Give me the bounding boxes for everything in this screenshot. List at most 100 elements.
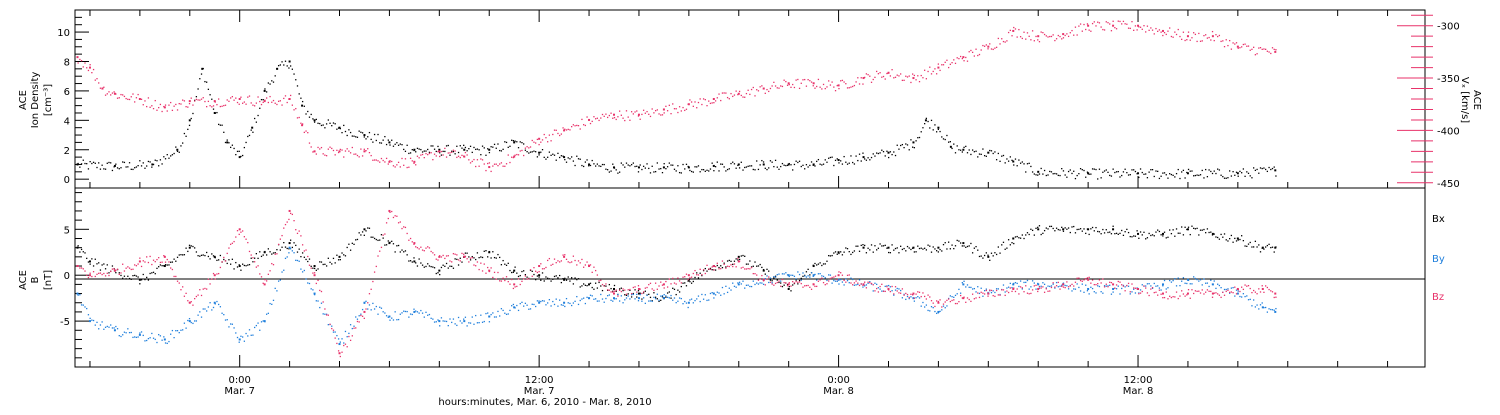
trace-dot-Bx: [569, 280, 571, 282]
trace-dot-series-1: [654, 109, 657, 112]
data-point-series-1-43: [1087, 24, 1090, 27]
trace-dot-series-0: [523, 143, 525, 145]
trace-dot-By: [1251, 305, 1253, 307]
trace-dot-Bz: [870, 282, 873, 285]
trace-dot-Bz: [1076, 277, 1078, 279]
trace-dot-Bx: [720, 265, 722, 267]
trace-dot-By: [375, 305, 377, 308]
trace-dot-series-1: [689, 99, 691, 101]
trace-dot-Bx: [226, 262, 228, 265]
trace-dot-Bx: [1055, 227, 1058, 229]
trace-dot-Bz: [1054, 286, 1056, 288]
trace-dot-Bz: [1210, 290, 1212, 293]
trace-dot-Bx: [1006, 247, 1008, 249]
trace-dot-Bz: [433, 254, 436, 256]
trace-dot-Bz: [1218, 294, 1221, 296]
trace-dot-series-0: [925, 117, 928, 120]
trace-dot-series-1: [888, 71, 890, 74]
trace-dot-By: [651, 300, 653, 303]
trace-dot-Bz: [492, 276, 494, 279]
trace-dot-Bx: [1052, 227, 1054, 230]
trace-dot-Bx: [723, 262, 725, 264]
trace-dot-Bz: [540, 263, 542, 265]
trace-dot-series-0: [973, 151, 975, 153]
trace-dot-Bz: [110, 270, 112, 273]
trace-dot-Bx: [1174, 235, 1176, 237]
trace-dot-Bz: [1211, 296, 1214, 298]
trace-dot-By: [397, 318, 400, 321]
trace-dot-Bz: [900, 292, 902, 294]
trace-dot-series-1: [499, 163, 501, 165]
trace-dot-series-1: [409, 157, 412, 159]
trace-dot-Bx: [687, 280, 689, 282]
trace-dot-Bx: [493, 256, 496, 259]
trace-dot-series-1: [913, 74, 916, 77]
data-point-series-0-21: [488, 148, 491, 151]
trace-dot-Bx: [139, 283, 141, 285]
trace-dot-Bz: [1253, 289, 1255, 292]
trace-dot-series-0: [846, 163, 849, 165]
top-left-axis-title: ACE Ion Density [cm⁻³]: [18, 72, 54, 129]
trace-dot-series-0: [625, 162, 628, 164]
trace-dot-Bz: [1081, 280, 1083, 282]
trace-dot-series-0: [526, 151, 528, 153]
trace-dot-By: [80, 304, 83, 306]
trace-dot-By: [315, 300, 317, 302]
trace-dot-Bx: [821, 264, 823, 267]
data-point-series-0-31: [737, 163, 740, 166]
trace-dot-By: [495, 316, 497, 318]
trace-dot-Bx: [989, 259, 991, 261]
x-tick-label-time: 0:00: [827, 375, 849, 386]
trace-dot-Bx: [1050, 225, 1053, 228]
trace-dot-series-0: [1249, 175, 1251, 177]
trace-dot-series-0: [1073, 170, 1075, 172]
trace-dot-By: [629, 298, 631, 300]
trace-dot-By: [252, 334, 254, 336]
trace-dot-Bz: [1131, 283, 1133, 285]
trace-dot-By: [649, 300, 652, 302]
trace-dot-Bx: [1062, 230, 1065, 232]
trace-dot-series-0: [156, 160, 158, 162]
trace-dot-series-1: [699, 98, 701, 100]
trace-dot-Bz: [1220, 296, 1222, 299]
trace-dot-series-0: [1270, 168, 1272, 171]
trace-dot-Bx: [689, 281, 691, 283]
trace-dot-Bx: [1175, 228, 1178, 230]
trace-dot-Bz: [139, 257, 141, 259]
trace-dot-Bz: [216, 273, 218, 275]
trace-dot-series-0: [173, 152, 175, 155]
data-point-series-1-41: [1037, 35, 1040, 38]
trace-dot-Bx: [579, 286, 581, 288]
trace-dot-Bx: [257, 257, 259, 260]
trace-dot-series-1: [89, 64, 91, 66]
trace-dot-series-1: [216, 103, 218, 106]
trace-dot-series-1: [289, 94, 292, 97]
trace-dot-Bx: [1007, 239, 1010, 241]
trace-dot-Bz: [800, 282, 802, 285]
trace-dot-By: [617, 293, 619, 296]
trace-dot-series-0: [483, 147, 485, 149]
trace-dot-Bz: [427, 246, 429, 248]
trace-dot-Bx: [819, 262, 821, 264]
trace-dot-series-0: [809, 164, 811, 167]
trace-dot-By: [622, 302, 624, 304]
trace-dot-series-1: [747, 89, 749, 91]
vx-tick-label: -400: [1437, 126, 1460, 137]
trace-dot-series-1: [1013, 26, 1015, 29]
trace-dot-series-0: [888, 156, 890, 159]
trace-dot-By: [1014, 281, 1017, 284]
trace-dot-By: [1021, 288, 1023, 290]
data-point-series-0-36: [862, 156, 865, 159]
trace-dot-Bz: [1189, 297, 1191, 299]
trace-dot-Bx: [439, 273, 441, 276]
trace-dot-series-0: [738, 167, 741, 169]
trace-dot-Bz: [1246, 285, 1248, 287]
trace-dot-series-0: [1141, 171, 1143, 174]
trace-dot-By: [439, 325, 441, 327]
trace-dot-By: [348, 332, 350, 335]
trace-dot-Bz: [944, 301, 946, 303]
trace-dot-By: [764, 278, 766, 280]
trace-dot-By: [927, 309, 929, 312]
trace-dot-series-0: [432, 145, 434, 147]
trace-dot-Bz: [586, 261, 588, 263]
